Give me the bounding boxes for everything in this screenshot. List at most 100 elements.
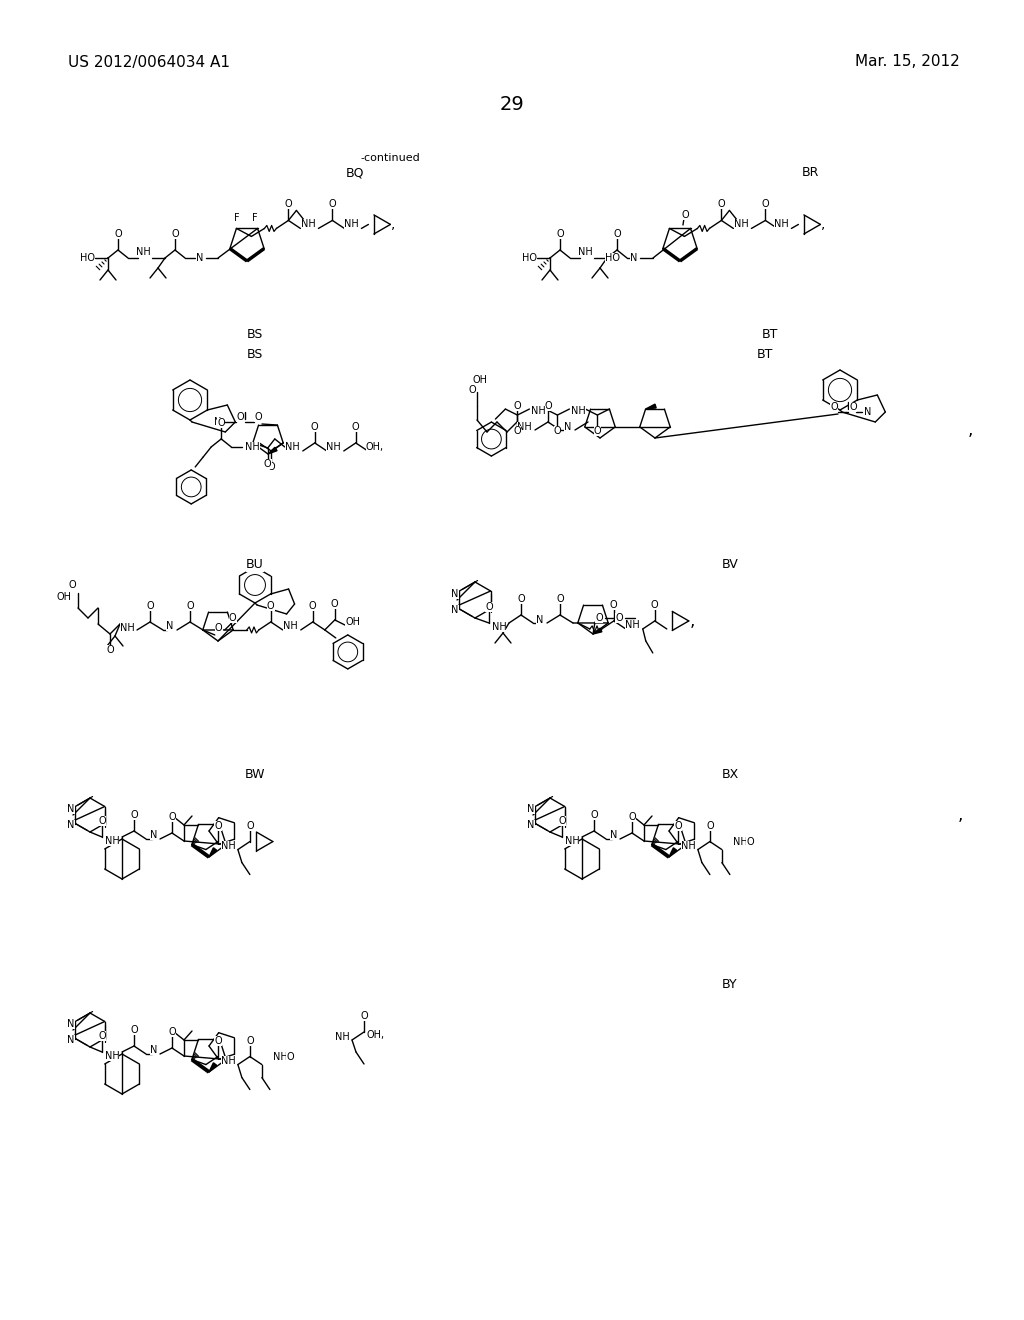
Text: O: O (309, 601, 316, 611)
Text: O: O (98, 816, 105, 826)
Text: NH: NH (104, 1051, 120, 1061)
Text: NH: NH (135, 247, 151, 257)
Polygon shape (593, 628, 602, 634)
Text: NH: NH (774, 219, 788, 230)
Text: BQ: BQ (346, 166, 365, 180)
Text: N: N (564, 422, 571, 432)
Text: O: O (558, 816, 566, 826)
Text: 29: 29 (500, 95, 524, 115)
Text: O: O (615, 612, 623, 623)
Text: NH: NH (492, 622, 507, 632)
Text: ,: , (821, 218, 825, 231)
Text: ,: , (391, 218, 395, 231)
Text: ,: , (690, 612, 695, 630)
Text: N: N (452, 589, 459, 599)
Text: N: N (537, 615, 544, 624)
Text: O: O (556, 594, 564, 605)
Text: O: O (718, 199, 725, 210)
Text: N: N (864, 407, 871, 417)
Text: O: O (115, 228, 122, 239)
Text: O: O (246, 1036, 254, 1045)
Text: O: O (130, 810, 138, 820)
Text: O: O (254, 412, 262, 422)
Text: BS: BS (247, 329, 263, 342)
Text: NH: NH (220, 1056, 236, 1065)
Text: BW: BW (245, 768, 265, 781)
Text: O: O (590, 810, 598, 820)
Text: BU: BU (246, 558, 264, 572)
Text: OH,: OH, (367, 1030, 385, 1040)
Text: N: N (527, 820, 535, 830)
Text: NH: NH (120, 623, 134, 634)
Text: O: O (69, 579, 76, 590)
Text: O: O (681, 210, 689, 220)
Text: N: N (68, 804, 75, 814)
Text: O: O (246, 821, 254, 830)
Text: Mar. 15, 2012: Mar. 15, 2012 (855, 54, 961, 70)
Text: O: O (544, 401, 552, 411)
Text: BT: BT (757, 348, 773, 362)
Text: O: O (267, 462, 275, 473)
Text: N: N (214, 417, 221, 426)
Text: NH: NH (517, 422, 531, 432)
Polygon shape (669, 847, 677, 857)
Polygon shape (645, 404, 656, 409)
Text: NH: NH (335, 1032, 349, 1041)
Text: N: N (527, 804, 535, 814)
Text: HO: HO (80, 253, 95, 263)
Text: O: O (285, 199, 292, 210)
Text: O: O (106, 645, 114, 655)
Text: N: N (197, 253, 204, 263)
Text: O: O (514, 426, 521, 436)
Text: O: O (674, 821, 682, 830)
Text: NH: NH (327, 442, 341, 451)
Text: BV: BV (722, 558, 738, 572)
Text: N: N (68, 1019, 75, 1030)
Text: NH: NH (734, 219, 749, 230)
Text: O: O (830, 403, 838, 412)
Text: O: O (594, 426, 601, 436)
Text: NH: NH (286, 442, 300, 451)
Text: F: F (252, 213, 258, 223)
Text: NH: NH (301, 219, 315, 230)
Text: OH: OH (345, 616, 360, 627)
Text: US 2012/0064034 A1: US 2012/0064034 A1 (68, 54, 230, 70)
Text: BX: BX (721, 768, 738, 781)
Text: OH: OH (56, 591, 72, 602)
Text: O: O (610, 601, 617, 610)
Text: OH: OH (472, 375, 487, 385)
Text: NH: NH (626, 620, 640, 630)
Text: O: O (468, 385, 476, 395)
Text: O: O (186, 601, 194, 611)
Text: NH: NH (578, 247, 592, 257)
Text: OH,: OH, (366, 442, 384, 451)
Text: NH: NH (531, 407, 546, 416)
Polygon shape (209, 847, 217, 857)
Text: O: O (329, 199, 336, 210)
Text: O: O (146, 601, 154, 611)
Text: N: N (452, 605, 459, 615)
Text: NH: NH (284, 620, 298, 631)
Text: O: O (556, 228, 564, 239)
Text: N: N (166, 620, 174, 631)
Text: O: O (215, 623, 222, 634)
Text: ,: , (957, 807, 963, 824)
Text: O: O (517, 594, 525, 605)
Text: NH: NH (571, 407, 586, 416)
Text: BS: BS (247, 348, 263, 362)
Text: NH: NH (344, 219, 358, 230)
Text: O: O (651, 601, 658, 610)
Text: O: O (267, 601, 274, 611)
Text: -continued: -continued (360, 153, 420, 162)
Text: O: O (264, 459, 271, 469)
Text: O: O (311, 422, 318, 432)
Text: N: N (631, 253, 638, 263)
Text: O: O (168, 812, 176, 822)
Text: O: O (214, 821, 221, 830)
Text: NH: NH (732, 837, 748, 846)
Text: NH: NH (681, 841, 695, 850)
Text: N: N (151, 830, 158, 840)
Text: O: O (98, 1031, 105, 1041)
Text: O: O (171, 228, 179, 239)
Text: N: N (68, 820, 75, 830)
